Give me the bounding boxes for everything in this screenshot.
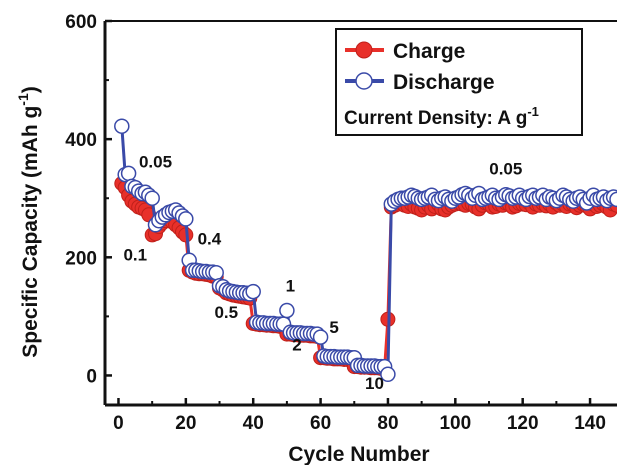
x-tick-label: 40 xyxy=(243,413,264,434)
rate-label: 0.4 xyxy=(198,229,222,248)
discharge-point xyxy=(144,190,160,206)
x-axis-label: Cycle Number xyxy=(288,443,429,465)
rate-label: 1 xyxy=(286,277,295,296)
x-tick-label: 80 xyxy=(377,413,398,434)
plot-frame xyxy=(103,20,617,407)
y-tick-label: 200 xyxy=(65,248,97,269)
discharge-point xyxy=(208,264,224,281)
rate-label: 5 xyxy=(329,318,338,337)
svg-text:Specific Capacity (mAh g-1): Specific Capacity (mAh g-1) xyxy=(15,86,42,358)
y-axis-label-sup: -1 xyxy=(15,93,31,106)
rate-annotations: 0.05 0.1 0.4 1 0.5 5 2 10 0.05 xyxy=(123,153,522,394)
x-tick-label: 100 xyxy=(439,413,471,434)
y-axis-label-text: Specific Capacity (mAh g xyxy=(19,106,42,358)
plot-marks xyxy=(114,118,617,383)
axis-ticks: 0 20 40 60 80 100 120 140 0 200 400 600 xyxy=(65,12,606,434)
legend: Charge Discharge Current Density: A g-1 xyxy=(335,28,583,136)
y-tick-label: 400 xyxy=(65,130,97,151)
legend-note-text: Current Density: A g xyxy=(344,108,527,129)
x-tick-label: 60 xyxy=(310,413,331,434)
y-axis-label-close: ) xyxy=(19,86,42,93)
discharge-point xyxy=(380,366,396,383)
legend-discharge-marker xyxy=(355,72,373,90)
legend-charge-label: Charge xyxy=(393,40,465,63)
legend-discharge-label: Discharge xyxy=(393,71,495,94)
y-tick-label: 0 xyxy=(86,366,97,387)
y-tick-label: 600 xyxy=(65,12,97,33)
discharge-point xyxy=(245,283,261,300)
legend-charge-marker xyxy=(355,41,373,59)
rate-label: 0.5 xyxy=(214,303,238,322)
y-axis-label: Specific Capacity (mAh g-1) xyxy=(15,86,42,358)
discharge-point xyxy=(120,165,137,182)
rate-label: 0.05 xyxy=(489,160,522,179)
legend-current-density: Current Density: A g-1 xyxy=(344,104,539,129)
x-tick-label: 0 xyxy=(113,413,124,434)
rate-label: 0.1 xyxy=(123,245,147,264)
discharge-point xyxy=(279,302,295,319)
rate-label: 2 xyxy=(292,336,301,355)
x-tick-label: 120 xyxy=(507,413,539,434)
rate-label: 10 xyxy=(365,374,384,393)
rate-label: 0.05 xyxy=(139,153,172,172)
discharge-point xyxy=(312,329,329,345)
discharge-point xyxy=(178,211,194,227)
x-tick-label: 140 xyxy=(574,413,606,434)
discharge-series-line xyxy=(120,126,617,376)
discharge-point xyxy=(114,118,130,134)
legend-note-sup: -1 xyxy=(527,104,539,119)
x-tick-label: 20 xyxy=(175,413,196,434)
discharge-point xyxy=(609,191,617,208)
